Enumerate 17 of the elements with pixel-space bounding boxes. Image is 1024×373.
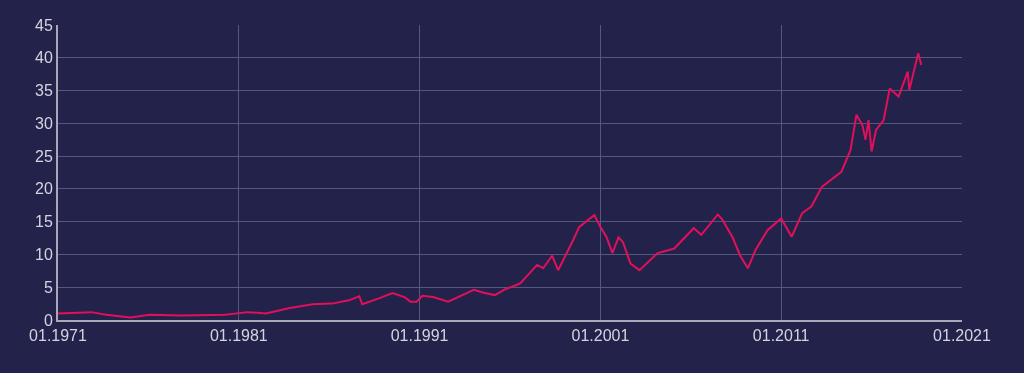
- y-tick-label: 15: [35, 213, 53, 231]
- x-tick-label: 01.2011: [752, 327, 810, 345]
- y-tick-label: 35: [35, 82, 53, 100]
- y-tick-label: 30: [35, 114, 53, 132]
- x-tick-label: 01.1981: [209, 327, 268, 345]
- y-tick-label: 0: [43, 311, 53, 329]
- x-tick-label: 01.1991: [390, 327, 449, 345]
- x-tick-label: 01.1971: [29, 327, 88, 345]
- y-tick-label: 5: [43, 278, 53, 296]
- y-tick-label: 10: [35, 246, 53, 264]
- y-tick-label: 25: [35, 147, 53, 165]
- line-series: [58, 52, 923, 319]
- y-tick-label: 45: [35, 16, 53, 34]
- x-tick-label: 01.2001: [571, 327, 630, 345]
- y-tick-label: 20: [35, 180, 53, 198]
- x-tick-label: 01.2021: [933, 327, 992, 345]
- y-tick-label: 40: [35, 49, 53, 67]
